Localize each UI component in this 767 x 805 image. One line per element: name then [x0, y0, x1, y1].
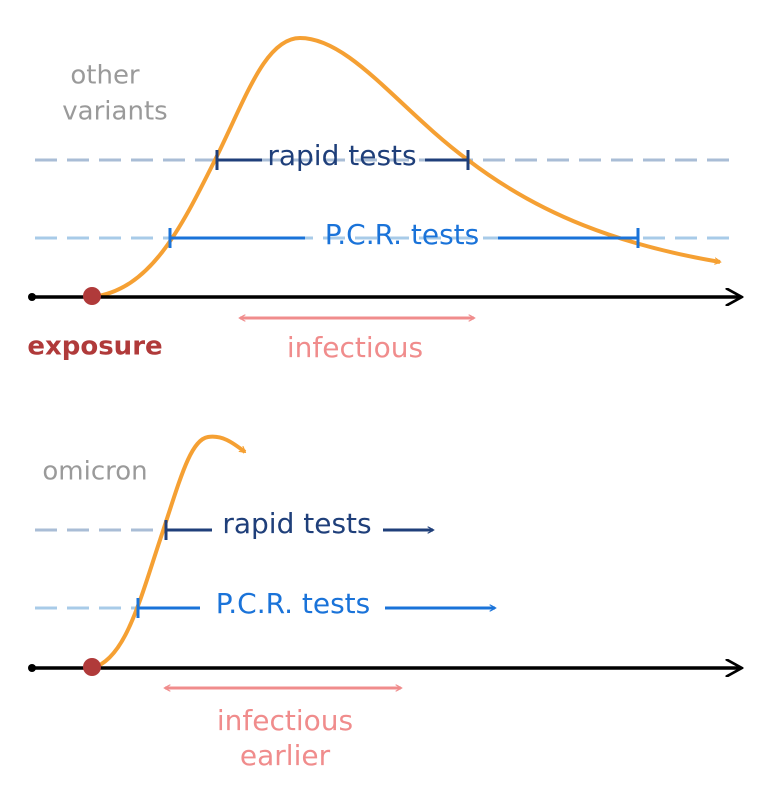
pcr-bracket [168, 228, 640, 248]
axis-start [28, 293, 36, 301]
panel-label: other [70, 61, 140, 91]
rapid-bracket [164, 520, 212, 540]
exposure-dot [83, 287, 101, 305]
viral-load-curve [91, 434, 245, 670]
exposure-label: exposure [27, 332, 162, 362]
infectious-label: infectious [217, 704, 353, 737]
infectious-label: earlier [240, 739, 331, 772]
viral-load-curve [91, 35, 720, 299]
pcr-bracket [136, 598, 200, 618]
panel-omicron: omicron rapid tests P.C.R. tests infecti… [28, 434, 740, 772]
rapid-tests-label: rapid tests [267, 139, 416, 172]
panel-label: omicron [42, 457, 147, 487]
panel-label: variants [62, 97, 167, 127]
panel-other-variants: other variants rapid tests P.C.R. tests … [27, 35, 740, 364]
pcr-tests-label: P.C.R. tests [216, 587, 371, 620]
infectious-label: infectious [287, 331, 423, 364]
rapid-tests-label: rapid tests [222, 507, 371, 540]
pcr-tests-label: P.C.R. tests [325, 218, 480, 251]
axis-start [28, 664, 36, 672]
rapid-bracket [215, 150, 470, 170]
exposure-dot [83, 658, 101, 676]
